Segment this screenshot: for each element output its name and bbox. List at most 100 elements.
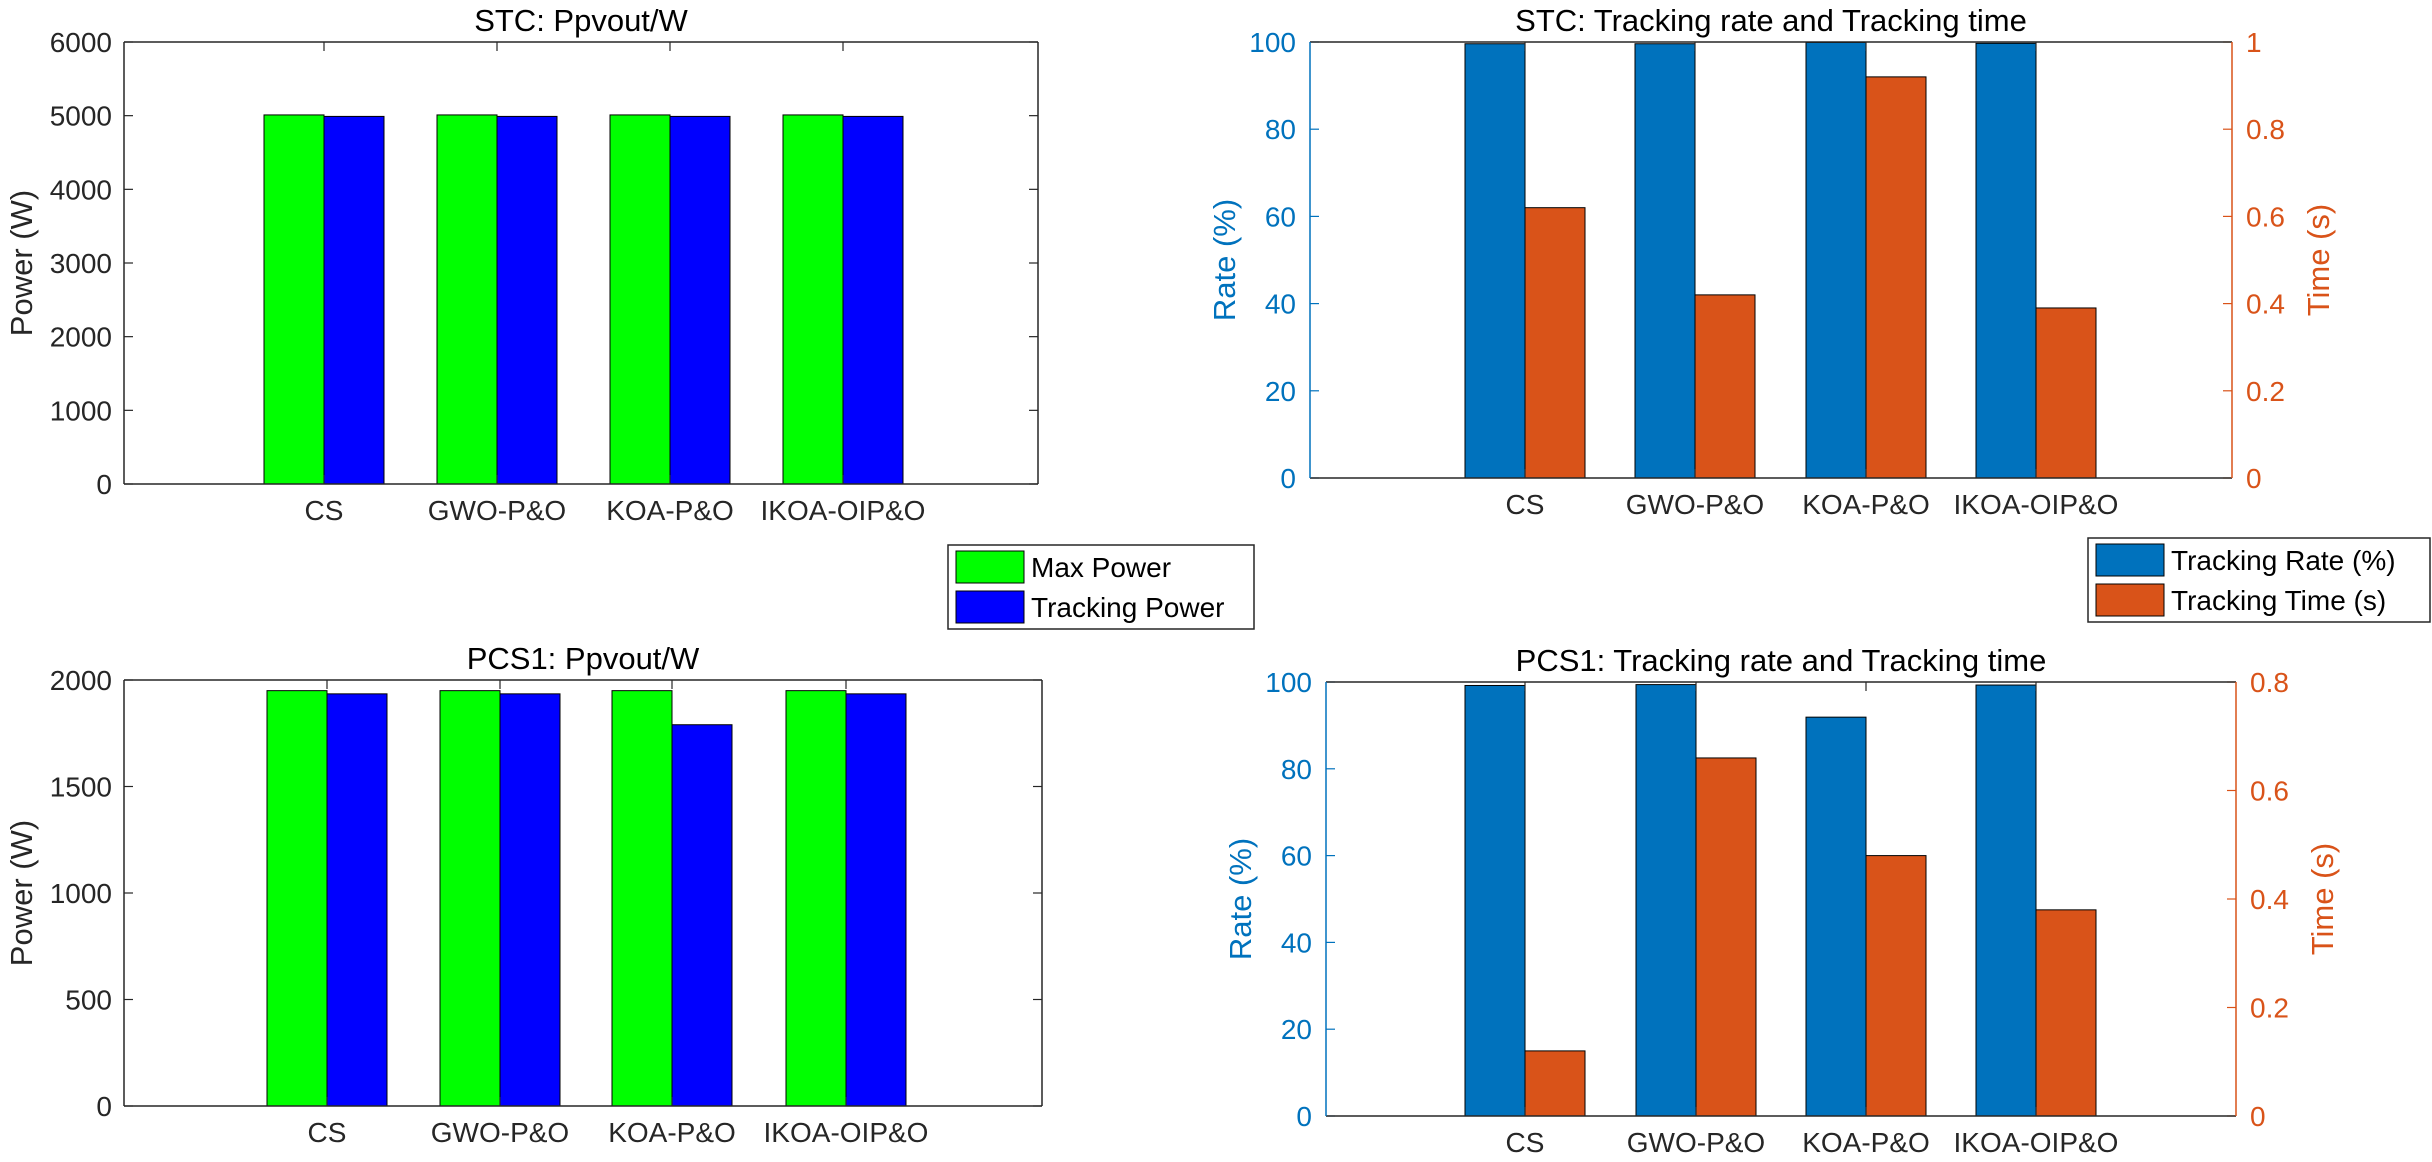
c1-x-tick-label: CS bbox=[305, 495, 344, 526]
c1-y-tick-label: 2000 bbox=[50, 322, 112, 353]
c1-y-tick-label: 3000 bbox=[50, 248, 112, 279]
c4-bar-tracking-rate- bbox=[1975, 684, 2037, 1117]
c2-legend-swatch bbox=[2095, 583, 2165, 617]
c1-x-tick-label: KOA-P&O bbox=[606, 495, 734, 526]
c4-y-left-tick-label: 80 bbox=[1281, 754, 1312, 785]
c4-bar-tracking-rate- bbox=[1805, 716, 1867, 1117]
c2-x-tick-label: IKOA-OIP&O bbox=[1954, 489, 2119, 520]
c2-y-right-tick-label: 0.8 bbox=[2246, 114, 2285, 145]
c1-chart: 0 1000 2000 3000 4000 5000 6000 CS GWO-P&O KOA-P&… bbox=[4, 3, 1039, 526]
c3-y-label: Power (W) bbox=[4, 820, 39, 966]
c3-bar-tracking-power bbox=[845, 693, 907, 1107]
c3-x-tick-label: CS bbox=[308, 1117, 347, 1148]
c2-y-right-tick-label: 1 bbox=[2246, 27, 2262, 58]
c1-y-tick-label: 5000 bbox=[50, 101, 112, 132]
c2-bar-tracking-time-s- bbox=[2035, 307, 2097, 479]
c3-y-tick-label: 500 bbox=[65, 985, 112, 1016]
c4-x-tick-label: KOA-P&O bbox=[1802, 1127, 1930, 1158]
c4-bar-tracking-time-s- bbox=[1695, 757, 1757, 1117]
c4-y-left-tick-label: 60 bbox=[1281, 841, 1312, 872]
c2-x-tick-label: GWO-P&O bbox=[1626, 489, 1764, 520]
c4-y-right-tick-label: 0.8 bbox=[2250, 667, 2289, 698]
c2-bar-tracking-time-s- bbox=[1865, 76, 1927, 479]
c3-bar-max-power bbox=[785, 690, 847, 1107]
c3-bar-max-power bbox=[266, 690, 328, 1107]
c4-x-tick-label: CS bbox=[1506, 1127, 1545, 1158]
c2-chart: 0 20 40 60 80 100 0 0.2 0.4 0.6 0.8 1 CS GWO-P&O KOA-P… bbox=[1207, 3, 2336, 520]
c4-title: PCS1: Tracking rate and Tracking time bbox=[1516, 643, 2047, 678]
c4-chart: 0 20 40 60 80 100 0 0.2 0.4 0.6 0.8 CS GWO-P&O KOA-P&… bbox=[1223, 643, 2340, 1158]
c4-y-right-tick-label: 0.4 bbox=[2250, 884, 2289, 915]
c2-x-tick-label: CS bbox=[1506, 489, 1545, 520]
c3-bar-max-power bbox=[611, 690, 673, 1107]
c4-bar-tracking-rate- bbox=[1635, 684, 1697, 1117]
c2-bar-tracking-time-s- bbox=[1524, 207, 1586, 479]
c2-bar-tracking-rate- bbox=[1805, 41, 1867, 479]
c2-y-left-label: Rate (%) bbox=[1207, 199, 1242, 321]
c4-bar-tracking-time-s- bbox=[2035, 909, 2097, 1117]
c2-legend-swatch bbox=[2095, 543, 2165, 577]
c2-legend-label: Tracking Rate (%) bbox=[2171, 545, 2396, 576]
c1-x-tick-label: GWO-P&O bbox=[428, 495, 566, 526]
c4-y-right-tick-label: 0 bbox=[2250, 1101, 2266, 1132]
c2-y-right-tick-label: 0.6 bbox=[2246, 201, 2285, 232]
c2-y-right-tick-label: 0.4 bbox=[2246, 289, 2285, 320]
c3-bar-tracking-power bbox=[326, 693, 388, 1107]
c1-title: STC: Ppvout/W bbox=[474, 3, 688, 38]
c1-legend-label: Tracking Power bbox=[1031, 592, 1224, 623]
c3-bar-max-power bbox=[439, 690, 501, 1107]
c1-bar-tracking-power bbox=[669, 115, 731, 485]
c4-x-tick-label: GWO-P&O bbox=[1627, 1127, 1765, 1158]
c1-bar-tracking-power bbox=[496, 115, 558, 485]
c2-x-tick-label: KOA-P&O bbox=[1802, 489, 1930, 520]
c1-bar-max-power bbox=[436, 114, 498, 485]
c2-y-left-tick-label: 100 bbox=[1249, 27, 1296, 58]
c2-bar-tracking-rate- bbox=[1975, 42, 2037, 479]
c3-bar-tracking-power bbox=[499, 693, 561, 1107]
c1-y-tick-label: 4000 bbox=[50, 174, 112, 205]
c4-x-tick-label: IKOA-OIP&O bbox=[1954, 1127, 2119, 1158]
c1-bar-max-power bbox=[782, 114, 844, 485]
c2-y-right-label: Time (s) bbox=[2301, 204, 2336, 317]
c1-bar-max-power bbox=[609, 114, 671, 485]
c2-y-left-tick-label: 0 bbox=[1280, 463, 1296, 494]
c4-y-right-tick-label: 0.6 bbox=[2250, 776, 2289, 807]
c2-bar-tracking-rate- bbox=[1634, 43, 1696, 479]
c3-y-tick-label: 0 bbox=[96, 1091, 112, 1122]
c2-y-left-tick-label: 20 bbox=[1265, 376, 1296, 407]
c2-title: STC: Tracking rate and Tracking time bbox=[1515, 3, 2027, 38]
c3-chart: 0 500 1000 1500 2000 CS GWO-P&O KOA-P&O IKOA-OIP… bbox=[4, 641, 1043, 1148]
c2-legend-label: Tracking Time (s) bbox=[2171, 585, 2386, 616]
c2-y-right-tick-label: 0 bbox=[2246, 463, 2262, 494]
c2-y-right-tick-label: 0.2 bbox=[2246, 376, 2285, 407]
c1-legend-swatch bbox=[955, 590, 1025, 624]
c3-y-tick-label: 2000 bbox=[50, 665, 112, 696]
c2-y-left-tick-label: 80 bbox=[1265, 114, 1296, 145]
c4-y-right-label: Time (s) bbox=[2305, 843, 2340, 956]
c4-bar-tracking-time-s- bbox=[1524, 1050, 1586, 1117]
c4-y-right-tick-label: 0.2 bbox=[2250, 993, 2289, 1024]
c2-bar-tracking-rate- bbox=[1464, 43, 1526, 479]
c1-x-tick-label: IKOA-OIP&O bbox=[761, 495, 926, 526]
c1-y-tick-label: 1000 bbox=[50, 395, 112, 426]
c1-bar-tracking-power bbox=[323, 115, 385, 485]
c3-y-tick-label: 1000 bbox=[50, 878, 112, 909]
c2-bar-tracking-time-s- bbox=[1694, 294, 1756, 479]
c1-y-tick-label: 0 bbox=[96, 469, 112, 500]
c1-legend-label: Max Power bbox=[1031, 552, 1171, 583]
c3-x-tick-label: GWO-P&O bbox=[431, 1117, 569, 1148]
c1-legend-swatch bbox=[955, 550, 1025, 584]
c3-x-tick-label: IKOA-OIP&O bbox=[764, 1117, 929, 1148]
c3-title: PCS1: Ppvout/W bbox=[467, 641, 700, 676]
c4-y-left-tick-label: 20 bbox=[1281, 1014, 1312, 1045]
c4-y-left-tick-label: 40 bbox=[1281, 927, 1312, 958]
c3-bar-tracking-power bbox=[671, 724, 733, 1107]
c1-y-tick-label: 6000 bbox=[50, 27, 112, 58]
c1-y-label: Power (W) bbox=[4, 190, 39, 336]
c4-y-left-tick-label: 100 bbox=[1265, 667, 1312, 698]
c4-bar-tracking-time-s- bbox=[1865, 855, 1927, 1117]
c1-bar-tracking-power bbox=[842, 115, 904, 485]
c2-y-left-tick-label: 60 bbox=[1265, 201, 1296, 232]
c4-plot-area bbox=[1326, 682, 2236, 1116]
